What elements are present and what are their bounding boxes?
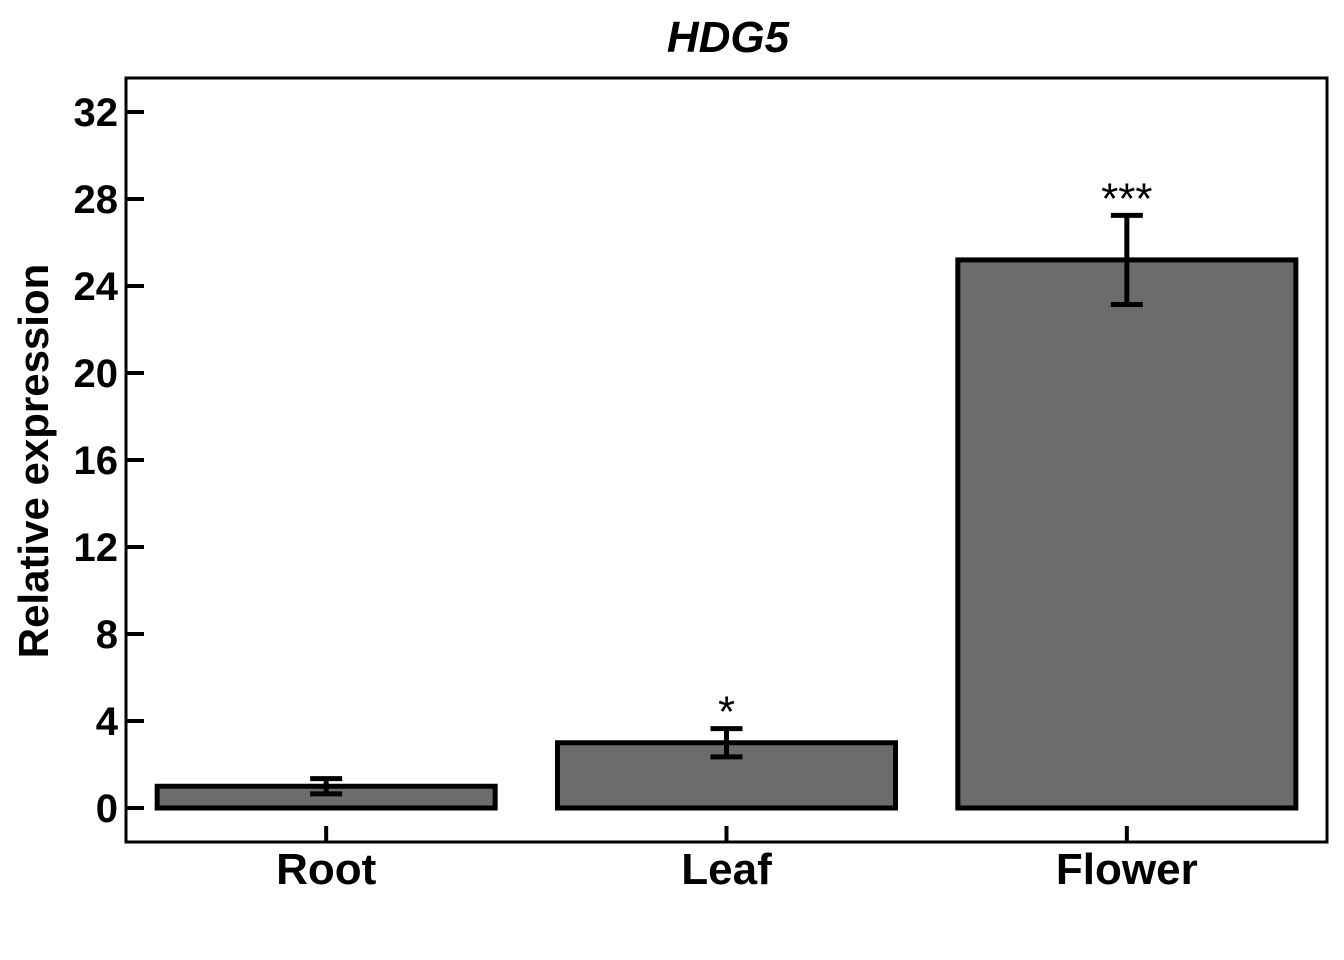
error-bars xyxy=(310,212,1143,797)
bars xyxy=(154,257,1299,811)
error-bar-root xyxy=(310,776,343,797)
significance-leaf: * xyxy=(718,688,735,737)
error-bar-leaf xyxy=(710,726,743,760)
y-axis: 0 4 8 12 16 20 24 28 32 xyxy=(74,91,144,831)
x-tick-label-flower: Flower xyxy=(1056,845,1198,894)
bar-flower xyxy=(955,257,1299,811)
y-tick-label: 20 xyxy=(74,352,119,396)
y-tick-label: 24 xyxy=(74,265,119,309)
x-axis: Root Leaf Flower xyxy=(276,826,1198,894)
significance-marks: **** xyxy=(718,174,1153,736)
y-tick-label: 4 xyxy=(96,700,119,744)
y-axis-label: Relative expression xyxy=(10,264,57,659)
significance-flower: *** xyxy=(1101,174,1152,223)
x-tick-label-leaf: Leaf xyxy=(681,845,772,894)
chart-title: HDG5 xyxy=(667,13,790,62)
x-tick-label-root: Root xyxy=(276,845,377,894)
error-bar-flower xyxy=(1110,212,1143,307)
y-tick-label: 32 xyxy=(74,91,119,135)
y-tick-label: 28 xyxy=(74,178,119,222)
y-tick-label: 8 xyxy=(96,613,118,657)
y-tick-label: 0 xyxy=(96,787,118,831)
y-tick-label: 16 xyxy=(74,439,119,483)
y-tick-label: 12 xyxy=(74,526,119,570)
